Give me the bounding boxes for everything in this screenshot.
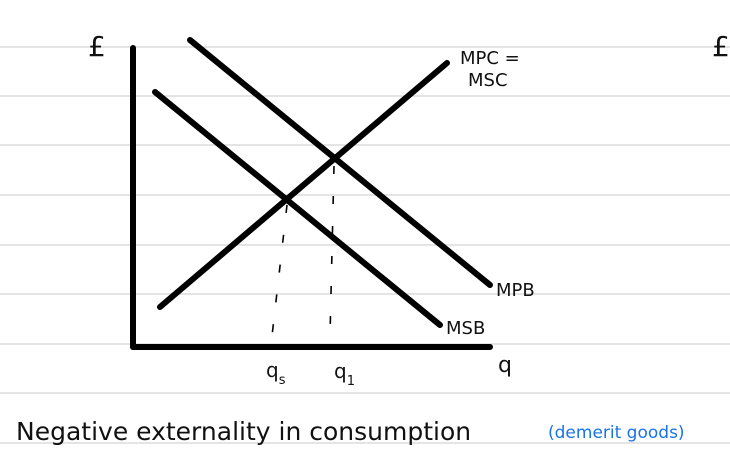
q1-base: q [334, 359, 347, 383]
notebook-rules [0, 46, 730, 444]
mpb-label: MPB [496, 280, 535, 301]
qs-dashed-line [271, 204, 288, 337]
q1-sub: 1 [347, 374, 355, 389]
mpc-label: MPC = [460, 48, 520, 69]
next-axis-label: £ [712, 30, 730, 63]
mpc-msc-label: MPC = MSC [460, 48, 526, 91]
msb-label: MSB [446, 318, 485, 339]
caption: Negative externality in consumption [16, 417, 471, 446]
mpb-curve [187, 37, 493, 288]
qs-base: q [266, 358, 279, 382]
msc-label: MSC [468, 70, 508, 91]
qs-label: qs [266, 358, 286, 388]
x-axis-label: q [498, 353, 512, 378]
y-axis-label: £ [88, 30, 106, 63]
mpc-msc-curve [157, 60, 450, 310]
q1-dashed-line [329, 165, 335, 337]
caption-note: (demerit goods) [548, 423, 685, 443]
qs-sub: s [279, 373, 286, 388]
msb-curve [152, 89, 443, 328]
q1-label: q1 [334, 359, 355, 389]
